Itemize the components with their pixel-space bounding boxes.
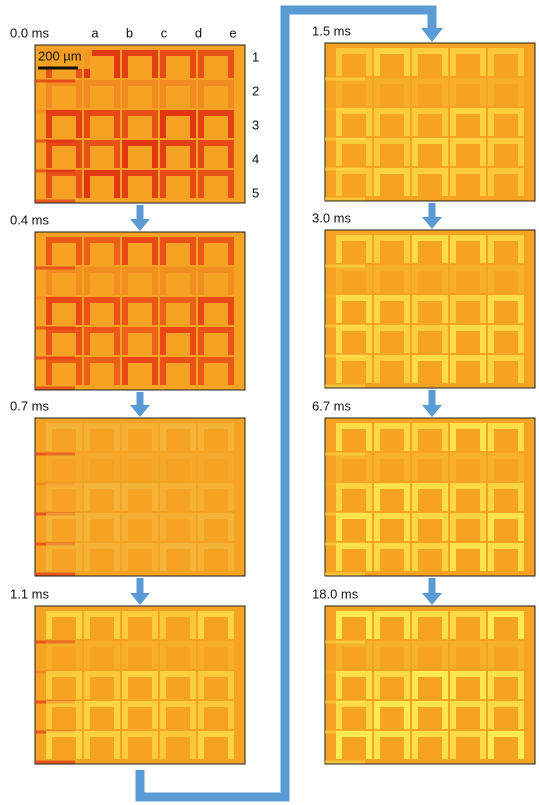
step-arrow-head — [130, 593, 150, 605]
step-arrow-head — [130, 219, 150, 231]
page: {"panels": [ {"label": "0.0 ms"}, {"labe… — [0, 0, 539, 805]
image-panel — [35, 606, 245, 764]
figure: 0.0 ms 0.4 ms 0.7 ms 1.1 ms 1.5 ms 3.0 ms 6.7 … — [0, 0, 539, 805]
panel-background — [35, 232, 245, 390]
time-label: 0.7 ms — [10, 398, 50, 413]
time-label: 0.0 ms — [10, 25, 50, 40]
step-arrow-head — [422, 405, 442, 417]
step-arrow-head — [422, 217, 442, 229]
panel-background — [35, 418, 245, 576]
time-label: 0.4 ms — [10, 212, 50, 227]
column-label: e — [229, 25, 236, 40]
image-panel — [325, 606, 535, 764]
column-label: a — [91, 25, 99, 40]
step-arrow-head — [130, 405, 150, 417]
row-label: 1 — [252, 49, 259, 64]
panel-background — [325, 43, 535, 201]
step-arrow-head — [422, 593, 442, 605]
image-panel — [325, 230, 535, 388]
image-panel — [35, 418, 245, 576]
time-label: 1.1 ms — [10, 586, 50, 601]
image-panel — [35, 232, 245, 390]
row-label: 3 — [252, 117, 259, 132]
panel-background — [325, 230, 535, 388]
time-label: 1.5 ms — [312, 23, 352, 38]
time-label: 6.7 ms — [312, 398, 352, 413]
panel-background — [35, 606, 245, 764]
panel-background — [325, 606, 535, 764]
time-label: 3.0 ms — [312, 210, 352, 225]
column-label: d — [195, 25, 202, 40]
column-label: b — [126, 25, 133, 40]
column-label: c — [161, 25, 168, 40]
image-panel — [325, 418, 535, 576]
time-label: 18.0 ms — [312, 586, 359, 601]
row-label: 2 — [252, 83, 259, 98]
image-panel — [325, 43, 535, 201]
row-label: 4 — [252, 151, 259, 166]
arrow-head — [421, 28, 443, 42]
scale-bar-label: 200 µm — [38, 48, 82, 63]
row-label: 5 — [252, 185, 259, 200]
panel-background — [325, 418, 535, 576]
